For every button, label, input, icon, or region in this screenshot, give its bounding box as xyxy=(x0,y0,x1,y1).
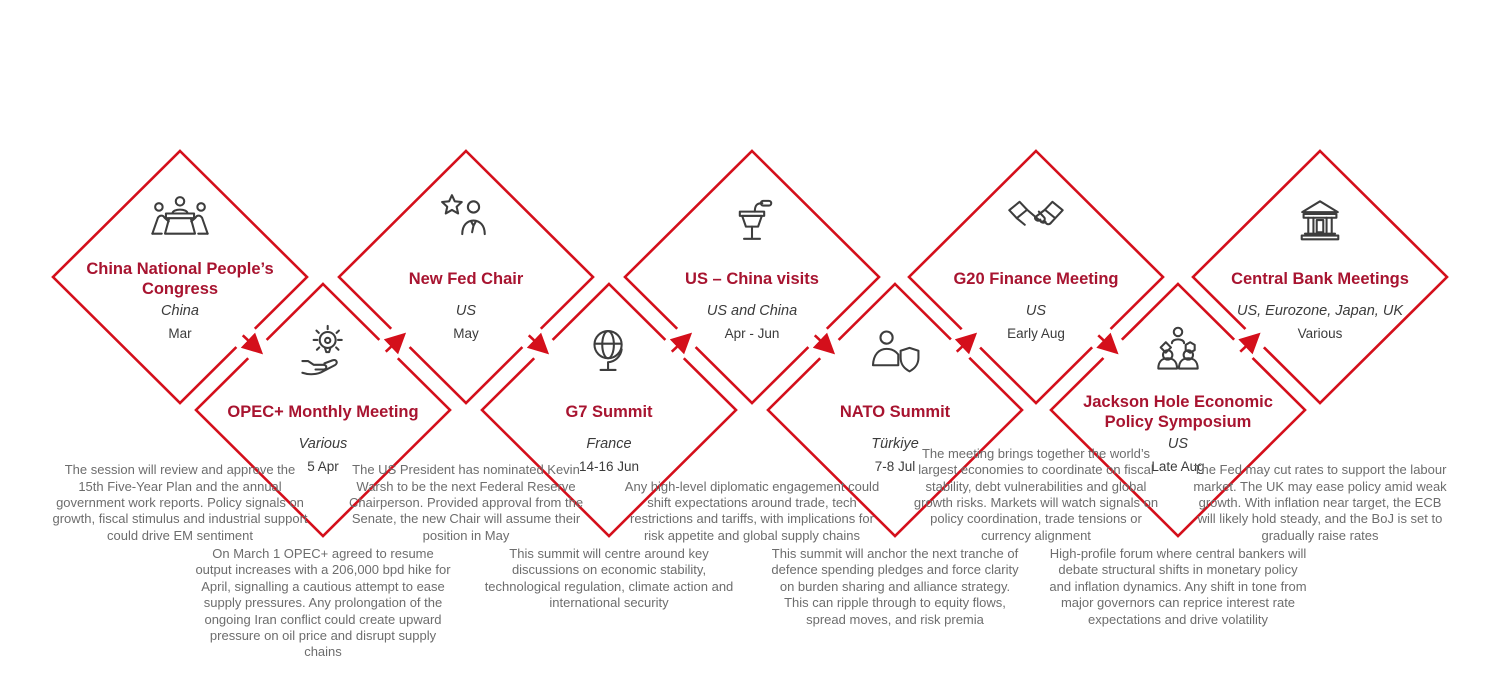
event-date: Apr - Jun xyxy=(724,326,780,341)
flow-arrow xyxy=(1096,332,1119,355)
event-node-jackson-hole-symposium: Jackson Hole Economic Policy Symposium U… xyxy=(1060,318,1296,474)
podium-icon xyxy=(634,185,870,257)
event-date: 7-8 Jul xyxy=(874,459,916,474)
event-description-central-bank-meetings: The Fed may cut rates to support the lab… xyxy=(1193,462,1447,543)
event-date: 5 Apr xyxy=(307,459,339,474)
event-node-central-bank-meetings: Central Bank Meetings US, Eurozone, Japa… xyxy=(1202,185,1438,341)
event-date: Mar xyxy=(168,326,192,341)
diamond-outline xyxy=(194,282,452,538)
event-date: 14-16 Jun xyxy=(578,459,640,474)
event-title: NATO Summit xyxy=(839,402,951,421)
event-location: US xyxy=(1025,303,1047,319)
event-title: G7 Summit xyxy=(565,402,653,421)
diamond-outline xyxy=(1191,149,1449,405)
event-title: US – China visits xyxy=(685,269,819,288)
event-date: Various xyxy=(1297,326,1343,341)
flow-arrow xyxy=(812,332,836,355)
event-description-g7-summit: This summit will centre around key discu… xyxy=(484,546,734,611)
flow-arrow xyxy=(383,332,407,355)
diamond-outline xyxy=(51,149,309,405)
person-star-icon xyxy=(348,185,584,257)
diamond-outline xyxy=(480,282,738,538)
event-location: Various xyxy=(298,436,348,452)
event-node-nato-summit: NATO Summit Türkiye 7-8 Jul xyxy=(777,318,1013,474)
event-node-china-npc: China National People’s Congress China M… xyxy=(62,185,298,341)
globe-icon xyxy=(491,318,727,390)
event-description-jackson-hole-symposium: High-profile forum where central bankers… xyxy=(1049,546,1307,627)
diamond-outlines xyxy=(51,149,1449,538)
event-node-g20-finance-meeting: G20 Finance Meeting US Early Aug xyxy=(918,185,1154,341)
event-node-new-fed-chair: New Fed Chair US May xyxy=(348,185,584,341)
event-title: China National People’s Congress xyxy=(86,259,274,298)
event-location: China xyxy=(161,303,199,319)
person-shield-icon xyxy=(777,318,1013,390)
flow-arrows xyxy=(240,332,1261,355)
event-location: US xyxy=(455,303,477,319)
event-location: Türkiye xyxy=(871,436,919,452)
handshake-icon xyxy=(918,185,1154,257)
diamond-outline xyxy=(766,282,1024,538)
diamond-outline xyxy=(337,149,595,405)
flow-arrow xyxy=(1238,332,1261,355)
flow-arrow xyxy=(240,332,264,355)
event-description-new-fed-chair: The US President has nominated Kevin War… xyxy=(348,462,584,543)
event-date: May xyxy=(453,326,479,341)
event-description-us-china-visits: Any high-level diplomatic engagement cou… xyxy=(624,478,880,543)
event-location: US, Eurozone, Japan, UK xyxy=(1236,303,1404,319)
event-node-us-china-visits: US – China visits US and China Apr - Jun xyxy=(634,185,870,341)
diamond-outline xyxy=(1049,282,1307,538)
meeting-table-icon xyxy=(62,185,298,257)
flow-arrow xyxy=(954,332,978,355)
people-network-icon xyxy=(1060,318,1296,390)
diamond-outline xyxy=(623,149,881,405)
event-title: Central Bank Meetings xyxy=(1231,269,1409,288)
event-title: Jackson Hole Economic Policy Symposium xyxy=(1083,392,1273,431)
lightbulb-hand-icon xyxy=(205,318,441,390)
event-node-opec-monthly-meeting: OPEC+ Monthly Meeting Various 5 Apr xyxy=(205,318,441,474)
flow-arrow xyxy=(669,332,693,355)
bank-icon xyxy=(1202,185,1438,257)
event-title: OPEC+ Monthly Meeting xyxy=(227,402,419,421)
event-description-china-npc: The session will review and approve the … xyxy=(52,462,308,543)
event-node-g7-summit: G7 Summit France 14-16 Jun xyxy=(491,318,727,474)
event-date: Late Aug xyxy=(1151,459,1205,474)
event-description-g20-finance-meeting: The meeting brings together the world’s … xyxy=(913,445,1159,543)
event-description-nato-summit: This summit will anchor the next tranche… xyxy=(771,546,1019,627)
flow-arrow xyxy=(526,332,550,355)
event-title: G20 Finance Meeting xyxy=(953,269,1119,288)
event-location: France xyxy=(586,436,632,452)
event-date: Early Aug xyxy=(1007,326,1065,341)
event-location: US xyxy=(1167,436,1189,452)
event-description-opec-monthly-meeting: On March 1 OPEC+ agreed to resume output… xyxy=(195,546,451,660)
event-title: New Fed Chair xyxy=(408,269,524,288)
diamond-outline xyxy=(907,149,1165,405)
event-location: US and China xyxy=(706,303,798,319)
